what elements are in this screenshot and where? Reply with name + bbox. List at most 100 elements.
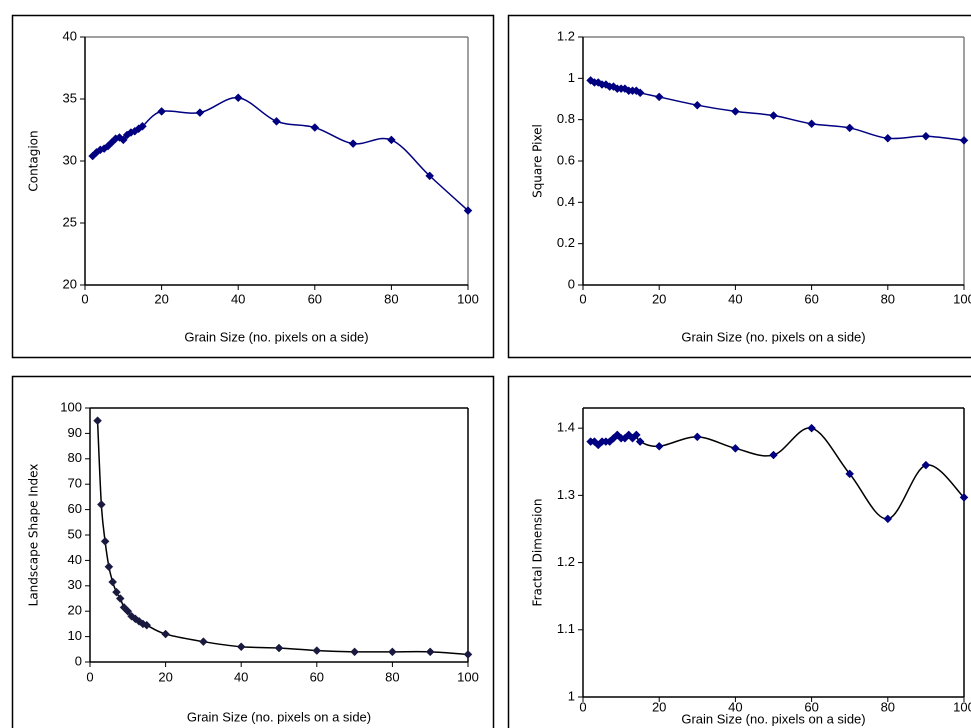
y-tick-label: 100 — [60, 399, 82, 414]
x-tick-label: 80 — [881, 291, 895, 306]
x-tick-label: 60 — [804, 699, 818, 714]
y-axis-title: Landscape Shape Index — [27, 464, 41, 607]
x-tick-label: 60 — [310, 669, 324, 684]
data-marker — [310, 123, 320, 132]
data-marker — [769, 450, 778, 460]
x-tick-label: 40 — [728, 699, 742, 714]
y-tick-label: 0.8 — [557, 111, 575, 126]
y-tick-label: 35 — [63, 90, 77, 105]
y-tick-label: 0.2 — [557, 235, 575, 250]
x-tick-label: 0 — [579, 291, 586, 306]
x-tick-label: 0 — [81, 291, 88, 306]
y-axis-title: Square Pixel — [531, 124, 545, 198]
data-marker — [463, 206, 473, 215]
data-marker — [104, 562, 114, 572]
data-line — [96, 420, 469, 656]
data-marker — [157, 107, 166, 116]
y-tick-label: 80 — [68, 450, 82, 465]
x-tick-label: 0 — [86, 669, 93, 684]
y-tick-label: 40 — [63, 28, 77, 43]
data-marker — [921, 131, 931, 141]
x-tick-label: 40 — [234, 669, 248, 684]
data-marker — [138, 121, 147, 131]
data-marker — [807, 119, 816, 129]
y-tick-label: 50 — [68, 526, 82, 541]
x-tick-label: 80 — [385, 669, 399, 684]
x-axis-title: Grain Size (no. pixels on a side) — [187, 709, 371, 724]
y-tick-label: 10 — [68, 628, 82, 643]
data-marker — [883, 133, 893, 143]
data-marker — [142, 620, 152, 630]
data-marker — [692, 100, 702, 110]
data-marker — [692, 432, 702, 442]
x-tick-label: 100 — [457, 291, 479, 306]
data-marker — [118, 135, 128, 145]
y-tick-label: 60 — [68, 501, 82, 516]
data-marker — [199, 637, 208, 647]
y-tick-label: 1.2 — [557, 554, 575, 569]
data-marker — [96, 500, 106, 509]
data-marker — [959, 493, 969, 502]
data-marker — [161, 629, 170, 639]
y-tick-label: 1 — [568, 688, 575, 703]
data-marker — [350, 647, 359, 657]
y-tick-label: 0.6 — [557, 152, 575, 167]
data-marker — [348, 139, 358, 148]
y-tick-label: 1.2 — [557, 28, 575, 43]
x-tick-label: 100 — [953, 699, 971, 714]
y-axis-title: Fractal Dimension — [531, 499, 545, 607]
x-tick-label: 40 — [231, 291, 245, 306]
data-marker — [236, 642, 246, 652]
x-tick-label: 100 — [457, 669, 479, 684]
y-tick-label: 1.4 — [557, 420, 575, 435]
data-line — [590, 79, 965, 142]
data-marker — [845, 469, 855, 479]
data-marker — [731, 107, 740, 116]
x-tick-label: 20 — [652, 291, 666, 306]
y-tick-label: 30 — [63, 152, 77, 167]
data-marker — [883, 514, 893, 524]
y-tick-label: 20 — [63, 276, 77, 291]
x-tick-label: 40 — [728, 291, 742, 306]
data-marker — [425, 647, 435, 657]
x-axis-title: Grain Size (no. pixels on a side) — [184, 329, 368, 344]
data-marker — [654, 441, 664, 451]
y-tick-label: 1.3 — [557, 487, 575, 502]
data-marker — [312, 646, 322, 655]
data-marker — [635, 437, 645, 446]
y-tick-label: 40 — [68, 552, 82, 567]
y-tick-label: 0 — [75, 653, 82, 668]
y-tick-label: 90 — [68, 425, 82, 440]
x-axis-title: Grain Size (no. pixels on a side) — [681, 329, 865, 344]
y-tick-label: 25 — [63, 214, 77, 229]
data-marker — [635, 88, 645, 98]
x-tick-label: 20 — [158, 669, 172, 684]
data-line — [92, 97, 469, 212]
x-axis-title: Grain Size (no. pixels on a side) — [681, 711, 865, 726]
data-marker — [387, 135, 396, 145]
y-tick-label: 0 — [568, 276, 575, 291]
data-marker — [654, 92, 664, 102]
data-marker — [108, 577, 118, 587]
data-marker — [921, 460, 931, 470]
x-tick-label: 60 — [308, 291, 322, 306]
x-tick-label: 80 — [384, 291, 398, 306]
y-tick-label: 1.1 — [557, 621, 575, 636]
y-tick-label: 70 — [68, 476, 82, 491]
x-tick-label: 20 — [652, 699, 666, 714]
data-marker — [274, 643, 284, 653]
data-marker — [959, 135, 969, 145]
data-line — [590, 427, 965, 520]
x-tick-label: 60 — [804, 291, 818, 306]
data-marker — [425, 171, 435, 181]
data-marker — [388, 647, 397, 657]
panel-frame — [507, 375, 971, 728]
data-marker — [112, 587, 121, 597]
data-marker — [100, 536, 110, 546]
data-marker — [195, 108, 205, 117]
x-tick-label: 20 — [154, 291, 168, 306]
panel-frame — [11, 375, 495, 728]
data-marker — [631, 430, 641, 440]
data-marker — [463, 650, 473, 659]
